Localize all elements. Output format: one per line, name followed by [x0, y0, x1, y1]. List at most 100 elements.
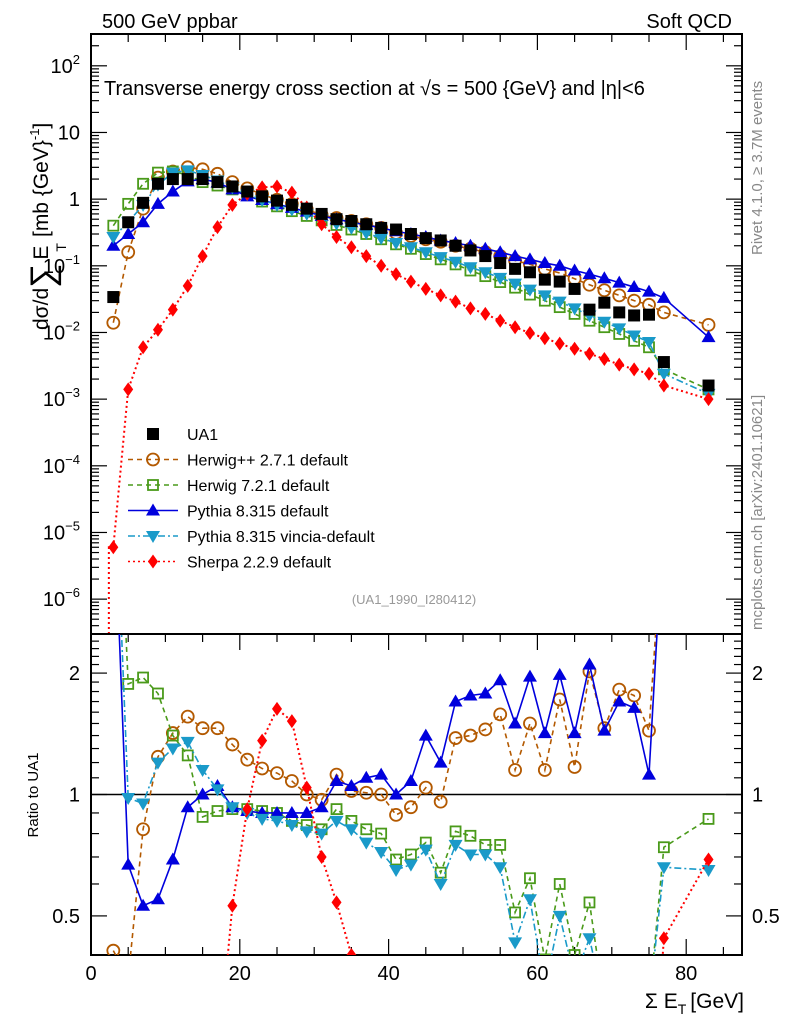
data-point	[568, 282, 581, 295]
data-point	[583, 303, 596, 316]
data-point	[108, 540, 119, 555]
data-point	[702, 379, 715, 392]
main-axis-ticks	[90, 33, 742, 635]
ratio-data-point	[286, 714, 297, 729]
plot-title: Transverse energy cross section at √s = …	[104, 78, 645, 100]
x-tick-labels: 0 20 40 60 80	[85, 963, 697, 985]
data-point	[106, 315, 121, 330]
data-point	[644, 366, 654, 381]
ratio-y-tick-label-right: 1	[752, 785, 763, 807]
data-point	[391, 267, 402, 282]
ratio-data-point	[568, 949, 581, 955]
tick-base: 10	[43, 522, 65, 544]
ratio-series-line	[112, 634, 657, 955]
header-left-label: 500 GeV ppbar	[102, 11, 238, 33]
data-point	[152, 166, 164, 179]
data-point	[508, 249, 523, 262]
legend-label: Sherpa 2.2.9 default	[187, 555, 332, 572]
data-point	[107, 291, 120, 304]
data-point	[539, 331, 550, 346]
data-point	[629, 362, 640, 377]
data-point	[554, 336, 565, 351]
rivet-label: Rivet 4.1.0, ≥ 3.7M events	[749, 81, 766, 255]
x-tick-label: 40	[377, 963, 399, 985]
ratio-axis-ticks	[90, 634, 742, 956]
data-point	[181, 173, 194, 186]
ylabel-sub: T	[53, 243, 69, 252]
data-point	[390, 223, 403, 236]
main-y-axis-label: dσ/d∑ ET[mb {GeV}-1]	[24, 123, 69, 330]
data-point	[404, 228, 417, 240]
ratio-series-line	[125, 634, 709, 955]
ratio-data-point	[538, 953, 551, 955]
ratio-data-point	[463, 728, 478, 743]
ratio-data-point	[270, 815, 284, 828]
ratio-data-point	[225, 802, 240, 815]
ratio-data-point	[390, 853, 402, 866]
data-point	[656, 290, 671, 303]
ratio-data-point	[448, 839, 463, 852]
data-point	[552, 296, 567, 309]
main-y-tick-label: 10−1	[43, 252, 80, 278]
series-ua1	[107, 173, 715, 392]
x-axis-label-text: Σ ET [GeV]	[645, 990, 744, 1017]
data-point	[434, 234, 447, 247]
data-point	[166, 173, 179, 186]
ratio-data-point	[433, 878, 448, 891]
ratio-data-point	[195, 765, 210, 778]
ratio-data-point	[493, 707, 508, 722]
data-point	[658, 378, 669, 393]
ratio-data-point	[360, 823, 373, 836]
main-y-tick-label: 1	[69, 189, 80, 211]
tick-base: 10	[43, 389, 65, 411]
ratio-data-point	[136, 798, 151, 811]
ratio-data-point	[136, 822, 150, 837]
data-point	[643, 308, 655, 321]
ratio-data-point	[463, 849, 478, 862]
tick-exp: −3	[65, 385, 80, 400]
data-point	[538, 273, 551, 286]
ratio-data-point	[359, 837, 374, 850]
data-point	[448, 256, 463, 269]
ratio-data-point	[433, 794, 448, 809]
xlabel-sub: T	[678, 1001, 687, 1017]
ratio-data-point	[375, 827, 388, 840]
ratio-data-point	[136, 898, 151, 911]
ratio-data-point	[389, 787, 404, 800]
ratio-data-point	[389, 808, 403, 822]
ratio-data-point	[344, 778, 359, 791]
data-point	[151, 177, 164, 190]
data-point	[330, 213, 343, 226]
ratio-data-point	[405, 848, 417, 861]
tick-base: 10	[43, 589, 65, 611]
data-point	[493, 245, 508, 258]
ratio-data-point	[552, 910, 567, 923]
data-point	[138, 340, 149, 355]
ratio-data-point	[270, 805, 284, 818]
data-point	[523, 266, 536, 279]
data-point	[433, 252, 448, 265]
data-point	[524, 326, 535, 341]
ratio-data-point	[165, 726, 180, 740]
ratio-panel: 0.5 0.5 1 1 2 2 Ratio to UA1 0 20 40 60 80 Σ ET [G…	[25, 633, 780, 1017]
legend-label: Herwig 7.2.1 default	[187, 478, 330, 495]
data-point	[463, 262, 478, 275]
data-point	[150, 196, 165, 209]
ratio-data-point	[150, 892, 165, 905]
data-point	[121, 227, 136, 239]
data-point	[137, 177, 149, 190]
ratio-series-group	[106, 634, 716, 955]
x-tick-label: 80	[675, 963, 697, 985]
ratio-data-point	[642, 767, 656, 780]
ratio-data-point	[255, 813, 270, 826]
tick-base: 10	[43, 322, 65, 344]
data-point	[227, 197, 238, 212]
ratio-data-point	[493, 862, 508, 875]
data-point	[361, 249, 372, 264]
legend-marker	[146, 452, 160, 467]
ratio-data-point	[553, 878, 566, 890]
ratio-data-point	[418, 728, 433, 741]
legend-label: Herwig++ 2.7.1 default	[187, 453, 349, 470]
data-point	[464, 244, 477, 257]
data-point	[419, 232, 432, 245]
